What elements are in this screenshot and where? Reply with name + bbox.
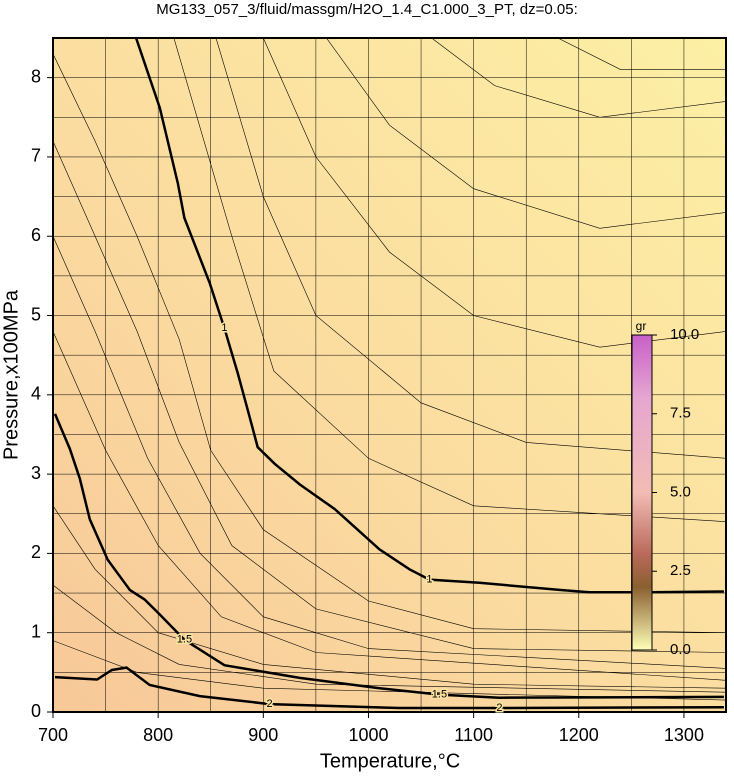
- thin-contour: [173, 38, 726, 522]
- thin-contour: [53, 53, 726, 633]
- y-tick-label: 5: [31, 304, 41, 324]
- thin-contour: [431, 38, 726, 118]
- colorbar-tick-label: 0.0: [670, 641, 691, 658]
- y-tick-label: 6: [31, 225, 41, 245]
- y-tick-label: 2: [31, 542, 41, 562]
- y-tick-label: 3: [31, 463, 41, 483]
- x-tick-label: 1100: [454, 725, 493, 745]
- x-tick-label: 1000: [348, 725, 388, 745]
- contour-line: [53, 413, 724, 699]
- contour-label: 1.5: [177, 634, 192, 646]
- thin-contour: [557, 38, 726, 70]
- x-tick-label: 700: [38, 725, 68, 745]
- thin-contour: [263, 38, 726, 348]
- thin-contour: [53, 236, 726, 669]
- colorbar-tick-label: 5.0: [670, 483, 691, 500]
- plot-frame: [52, 37, 727, 713]
- contours: [53, 38, 726, 710]
- contour-label: 1.5: [432, 688, 447, 700]
- contour-label: 1: [426, 573, 432, 585]
- thin-contour: [326, 38, 726, 229]
- colorbar-tick-label: 2.5: [670, 562, 691, 579]
- x-tick-label: 1300: [664, 725, 704, 745]
- thin-contour: [53, 140, 726, 653]
- thin-contour: [53, 584, 726, 693]
- colorbar: [631, 334, 653, 651]
- y-tick-label: 1: [31, 621, 41, 641]
- colorbar-tick-label: 7.5: [670, 405, 691, 422]
- contour-label: 1: [221, 322, 227, 334]
- x-tick-label: 900: [248, 725, 278, 745]
- y-tick-label: 8: [31, 66, 41, 86]
- thin-contour: [53, 505, 726, 689]
- y-tick-label: 4: [31, 384, 41, 404]
- x-tick-label: 1200: [559, 725, 599, 745]
- plot-background: [53, 38, 726, 712]
- thin-contour: [53, 331, 726, 681]
- x-axis-label: Temperature,°C: [320, 750, 460, 772]
- thin-contour: [215, 38, 726, 459]
- colorbar-tick-label: 10.0: [670, 326, 699, 343]
- chart-title: MG133_057_3/fluid/massgm/H2O_1.4_C1.000_…: [156, 1, 578, 18]
- thin-contour: [53, 640, 726, 701]
- contour-label: 2: [496, 702, 502, 714]
- contour-line: [134, 38, 724, 594]
- colorbar-label: gr: [636, 319, 647, 333]
- y-axis-label: Pressure,x100MPa: [0, 289, 22, 460]
- grid: [52, 38, 726, 713]
- contour-label: 2: [267, 698, 273, 710]
- x-tick-label: 800: [143, 725, 173, 745]
- contour-line: [54, 666, 724, 710]
- y-tick-label: 7: [31, 146, 41, 166]
- y-tick-label: 0: [31, 701, 41, 721]
